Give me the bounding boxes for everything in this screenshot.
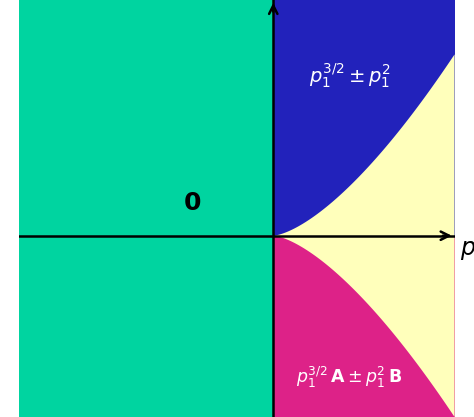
Polygon shape	[273, 236, 455, 417]
Text: $p_1$: $p_1$	[460, 239, 474, 262]
Polygon shape	[19, 0, 273, 417]
Text: $\mathbf{0}$: $\mathbf{0}$	[182, 191, 201, 215]
Text: $p_1^{3/2} \pm p_1^{2}$: $p_1^{3/2} \pm p_1^{2}$	[309, 62, 390, 90]
Polygon shape	[273, 54, 455, 417]
Polygon shape	[273, 0, 455, 236]
Text: $p_1^{3/2}\,\mathbf{A} \pm p_1^{2}\,\mathbf{B}$: $p_1^{3/2}\,\mathbf{A} \pm p_1^{2}\,\mat…	[296, 364, 402, 390]
